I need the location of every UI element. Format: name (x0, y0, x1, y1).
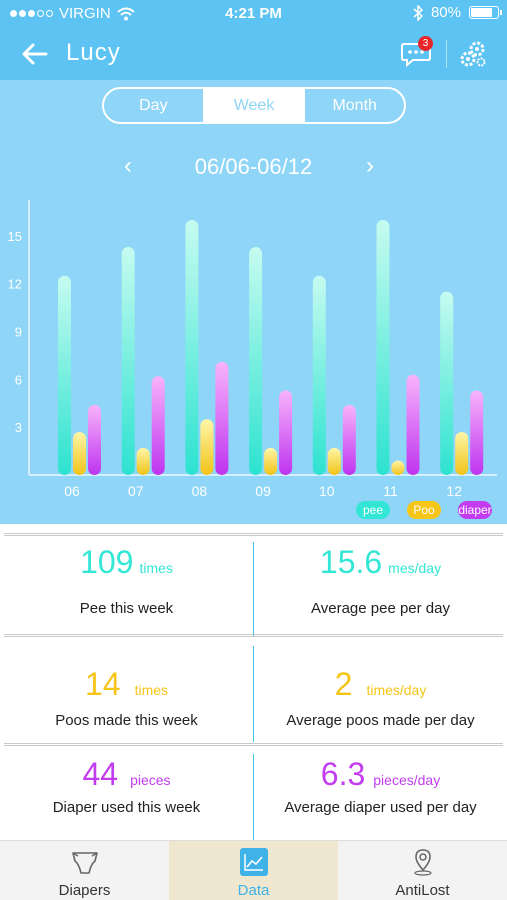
signal-strength-icon (10, 10, 53, 17)
bar-poo-10 (327, 447, 341, 475)
status-bar: VIRGIN 4:21 PM 80% (0, 0, 507, 28)
location-pin-icon (413, 849, 432, 876)
bar-diaper-11 (406, 374, 420, 475)
tab-diapers-label: Diapers (58, 882, 111, 899)
period-selector: Day Week Month (102, 87, 406, 124)
poo-avg-value: 2 (334, 666, 353, 702)
y-tick-label: 12 (8, 277, 22, 292)
pee-week-value: 109 (80, 544, 134, 580)
x-tick-label: 08 (192, 483, 208, 499)
pee-avg-unit: mes/day (388, 560, 442, 576)
diaper-week-unit: pieces (130, 772, 171, 788)
bar-pee-09 (249, 247, 263, 475)
y-tick-label: 15 (8, 229, 22, 244)
stats-column-divider (253, 646, 254, 742)
tab-day[interactable]: Day (139, 97, 168, 114)
page-title: Lucy (66, 39, 121, 66)
weekly-stats: 109 times Pee this week 15.6 mes/day Avera… (0, 524, 507, 840)
bar-diaper-06 (88, 404, 101, 475)
tab-data[interactable]: Data (169, 841, 338, 900)
tab-week[interactable]: Week (202, 89, 304, 122)
bar-poo-07 (136, 447, 150, 475)
y-tick-label: 9 (15, 325, 22, 340)
tab-antilost-label: AntiLost (395, 882, 450, 899)
tab-antilost[interactable]: AntiLost (338, 841, 507, 900)
nav-bar: Lucy 3 (0, 28, 507, 80)
diaper-week-value: 44 (82, 756, 119, 792)
poo-avg-unit: times/day (366, 682, 427, 698)
pee-week-label: Pee this week (79, 600, 174, 617)
legend-diaper: diaper (458, 501, 492, 519)
legend-poo: Poo (407, 501, 441, 519)
bar-diaper-07 (151, 376, 165, 475)
date-range: 06/06-06/12 (194, 154, 313, 179)
poo-week-unit: times (134, 682, 169, 698)
x-tick-label: 06 (64, 483, 80, 499)
pee-week-unit: times (139, 560, 173, 576)
y-tick-label: 6 (15, 372, 22, 387)
y-tick-label: 3 (15, 420, 22, 435)
bar-poo-09 (264, 447, 278, 475)
bar-poo-06 (73, 431, 86, 475)
x-tick-label: 11 (383, 483, 398, 499)
bar-pee-12 (440, 291, 454, 475)
tab-month[interactable]: Month (303, 89, 404, 122)
bar-pee-08 (185, 219, 199, 475)
bar-diaper-09 (279, 390, 293, 475)
stats-column-divider (253, 542, 254, 636)
diaper-week-label: Diaper used this week (52, 799, 201, 816)
stats-divider (4, 533, 503, 536)
diaper-avg-value: 6.3 (320, 756, 366, 792)
carrier-name: VIRGIN (59, 5, 111, 22)
poo-week-value: 14 (84, 666, 121, 702)
battery-icon (469, 6, 502, 19)
message-count-badge: 3 (418, 36, 433, 51)
pee-avg-label: Average pee per day (311, 600, 450, 617)
tab-diapers[interactable]: Diapers (0, 841, 169, 900)
chart-panel: Day Week Month ‹ 06/06-06/12 › 3 6 9 12 15 06… (0, 80, 507, 524)
stats-divider (4, 743, 503, 746)
bar-pee-11 (376, 219, 390, 475)
battery-fill (471, 8, 492, 17)
tab-data-label: Data (237, 882, 270, 899)
back-arrow-icon[interactable] (20, 40, 48, 68)
diaper-avg-unit: pieces/day (373, 772, 441, 788)
bar-diaper-10 (342, 404, 356, 475)
diaper-icon (71, 852, 98, 874)
settings-gear-icon[interactable] (458, 39, 488, 69)
pee-avg-value: 15.6 (319, 544, 383, 580)
bar-poo-08 (200, 419, 214, 475)
stats-divider (4, 634, 503, 637)
date-navigator: ‹ 06/06-06/12 › (0, 150, 507, 184)
bar-diaper-12 (470, 390, 484, 475)
bluetooth-icon (413, 4, 423, 21)
previous-week-chevron-icon[interactable]: ‹ (124, 152, 132, 179)
bottom-tab-bar: Diapers Data AntiLost (0, 840, 507, 900)
nav-divider (446, 40, 447, 68)
chart-icon (239, 848, 268, 876)
status-time: 4:21 PM (225, 5, 282, 22)
bar-diaper-08 (215, 361, 229, 475)
x-tick-label: 12 (446, 483, 462, 499)
next-week-chevron-icon[interactable]: › (366, 152, 374, 179)
bar-poo-11 (391, 460, 405, 475)
legend-pee: pee (356, 501, 390, 519)
bar-pee-06 (58, 275, 71, 475)
stats-column-divider (253, 754, 254, 840)
bar-pee-07 (121, 247, 135, 475)
diaper-avg-label: Average diaper used per day (284, 799, 477, 816)
carrier-info: VIRGIN (10, 5, 135, 22)
poo-week-label: Poos made this week (55, 712, 198, 729)
bar-pee-10 (312, 275, 326, 475)
bar-poo-12 (455, 431, 469, 475)
x-tick-label: 07 (128, 483, 144, 499)
x-tick-label: 10 (319, 483, 335, 499)
x-tick-label: 09 (255, 483, 271, 499)
wifi-icon (117, 7, 135, 20)
battery-percent: 80% (430, 4, 461, 21)
poo-avg-label: Average poos made per day (286, 712, 475, 729)
